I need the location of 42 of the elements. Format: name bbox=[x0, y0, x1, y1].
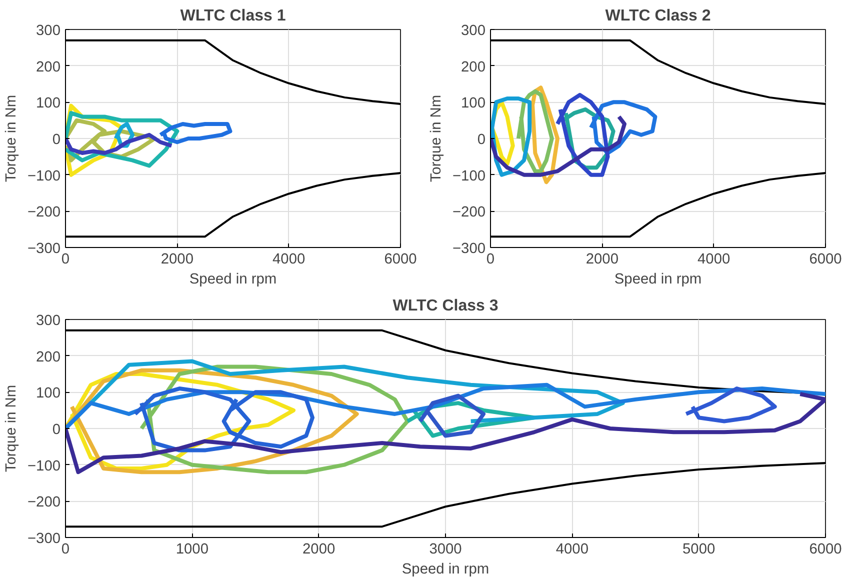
y-tick-label: 100 bbox=[461, 96, 486, 112]
x-tick-label: 2000 bbox=[160, 252, 194, 268]
x-axis-title: Speed in rpm bbox=[402, 562, 490, 578]
x-tick-label: 6000 bbox=[384, 252, 417, 268]
chart-title: WLTC Class 1 bbox=[180, 8, 286, 24]
x-tick-label: 5000 bbox=[682, 542, 716, 558]
x-tick-label: 4000 bbox=[556, 542, 588, 558]
chart-title: WLTC Class 2 bbox=[605, 8, 711, 24]
x-axis-title: Speed in rpm bbox=[614, 272, 702, 288]
y-tick-label: −100 bbox=[27, 168, 61, 184]
y-tick-label: −200 bbox=[452, 204, 486, 221]
y-axis-title: Torque in Nm bbox=[428, 94, 444, 182]
y-tick-label: 0 bbox=[477, 132, 486, 148]
y-tick-label: −300 bbox=[27, 531, 61, 547]
y-tick-label: −200 bbox=[27, 204, 61, 221]
chart-title: WLTC Class 3 bbox=[392, 298, 498, 314]
x-tick-label: 2000 bbox=[302, 542, 336, 558]
y-tick-label: −100 bbox=[27, 458, 61, 474]
y-tick-label: −300 bbox=[452, 241, 486, 257]
x-tick-label: 4000 bbox=[698, 252, 730, 268]
y-axis-title: Torque in Nm bbox=[3, 94, 20, 182]
y-tick-label: 0 bbox=[52, 422, 61, 438]
y-tick-label: −300 bbox=[27, 241, 61, 257]
y-tick-label: −100 bbox=[452, 168, 486, 184]
y-tick-label: 300 bbox=[461, 23, 486, 39]
y-tick-label: 100 bbox=[36, 96, 61, 112]
x-tick-label: 1000 bbox=[176, 542, 208, 558]
y-tick-label: 300 bbox=[36, 313, 61, 329]
x-axis-title: Speed in rpm bbox=[189, 272, 277, 288]
y-tick-label: 100 bbox=[36, 386, 61, 402]
x-tick-label: 4000 bbox=[272, 252, 306, 268]
x-tick-label: 6000 bbox=[809, 542, 842, 558]
y-tick-label: 0 bbox=[52, 132, 61, 148]
y-axis-title: Torque in Nm bbox=[3, 384, 20, 472]
x-tick-label: 3000 bbox=[429, 542, 462, 558]
x-tick-label: 6000 bbox=[809, 252, 842, 268]
y-tick-label: 300 bbox=[36, 23, 61, 39]
y-tick-label: 200 bbox=[36, 349, 61, 366]
y-tick-label: 200 bbox=[36, 59, 61, 76]
x-tick-label: 2000 bbox=[586, 252, 618, 268]
y-tick-label: 200 bbox=[461, 59, 486, 76]
y-tick-label: −200 bbox=[27, 494, 61, 511]
